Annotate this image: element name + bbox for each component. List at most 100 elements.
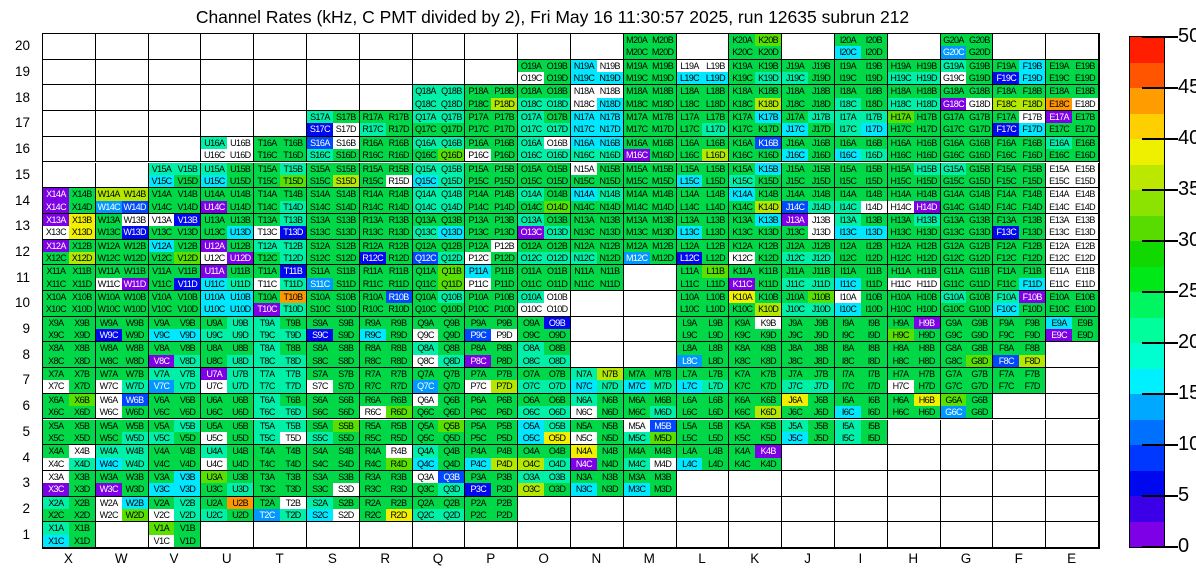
channel-F7C: F7C <box>993 380 1020 393</box>
channel-X14D: X14D <box>68 200 95 213</box>
channel-G14D: G14D <box>966 200 993 213</box>
channel-P12D: P12D <box>491 251 518 265</box>
channel-Q18D: Q18D <box>438 97 465 111</box>
channel-I13A: I13A <box>835 213 861 227</box>
block-S4: S4A S4B S4C S4D <box>307 445 360 471</box>
channel-S8B: S8B <box>332 342 359 355</box>
channel-R11A: R11A <box>359 265 386 278</box>
block-Q15: Q15A Q15B Q15C Q15D <box>412 162 466 189</box>
channel-Q12B: Q12B <box>438 239 465 252</box>
channel-X13D: X13D <box>68 226 95 239</box>
block-T8: T8A T8B T8C T8D <box>254 342 307 369</box>
channel-S9D: S9D <box>332 329 359 342</box>
channel-S4B: S4B <box>332 445 359 458</box>
block-O9: O9A O9B O9C O9D <box>518 316 571 343</box>
channel-E9A: E9A <box>1046 316 1073 330</box>
channel-P4D: P4D <box>491 457 518 470</box>
channel-S15D: S15D <box>332 174 359 188</box>
channel-U5A: U5A <box>201 419 228 432</box>
channel-L10D: L10D <box>702 303 729 316</box>
channel-X4C: X4C <box>43 457 69 470</box>
colorbar <box>1129 36 1178 548</box>
channel-J10D: J10D <box>808 303 834 316</box>
channel-K13B: K13B <box>755 213 782 227</box>
channel-R11C: R11C <box>359 277 386 290</box>
channel-T14B: T14B <box>280 188 306 201</box>
channel-T15D: T15D <box>280 174 306 188</box>
channel-V8A: V8A <box>148 342 175 355</box>
channel-J7A: J7A <box>782 368 809 381</box>
block-F3 <box>993 470 1047 497</box>
block-R18 <box>359 85 413 112</box>
channel-W3C: W3C <box>95 483 122 496</box>
channel-N5A: N5A <box>571 419 597 432</box>
channel-L10B: L10B <box>702 291 729 304</box>
block-V13: V13A V13B V13C V13D <box>148 213 202 240</box>
channel-F9D: F9D <box>1019 329 1046 342</box>
channel-L16C: L16C <box>676 149 703 162</box>
channel-H12A: H12A <box>887 239 914 252</box>
channel-L9B: L9B <box>702 316 729 330</box>
channel-L11B: L11B <box>702 265 729 278</box>
channel-Q2B: Q2B <box>438 496 465 509</box>
channel-J11A: J11A <box>782 265 809 278</box>
channel-S13D: S13D <box>332 226 359 239</box>
block-H17: H17A H17B H17C H17D <box>887 111 941 137</box>
channel-X11C: X11C <box>43 277 69 290</box>
colorbar-band-6 <box>1130 368 1164 394</box>
channel-N13C: N13C <box>571 226 597 239</box>
channel-R16A: R16A <box>359 136 386 150</box>
colorbar-tick-label-20: 20 <box>1178 331 1196 353</box>
channel-N18C: N18C <box>571 97 597 111</box>
channel-X6B: X6B <box>68 393 95 407</box>
channel-T16D: T16D <box>280 149 306 162</box>
channel-L9C: L9C <box>676 329 703 342</box>
colorbar-band-8 <box>1130 317 1164 343</box>
channel-I7A: I7A <box>835 368 861 381</box>
channel-O7D: O7D <box>544 380 570 393</box>
channel-W12C: W12C <box>95 251 122 265</box>
channel-P14B: P14B <box>491 188 518 201</box>
channel-L12A: L12A <box>676 239 703 252</box>
block-L16: L16A L16B L16C L16D <box>676 136 730 163</box>
channel-V13A: V13A <box>148 213 175 227</box>
channel-O3B: O3B <box>544 470 570 484</box>
channel-F19B: F19B <box>1019 59 1046 73</box>
channel-J10B: J10B <box>808 291 834 304</box>
block-G2 <box>940 496 994 523</box>
channel-W6C: W6C <box>95 406 122 419</box>
x-axis-label-X: X <box>63 550 73 566</box>
channel-G18C: G18C <box>940 97 967 111</box>
block-I12: I12A I12B I12C I12D <box>835 239 888 266</box>
x-axis-label-R: R <box>380 550 391 566</box>
block-M9 <box>623 316 677 343</box>
channel-T10C: T10C <box>254 303 281 316</box>
channel-J14B: J14B <box>808 188 834 201</box>
block-K4: K4A K4B K4C K4D <box>729 445 783 471</box>
channel-P14C: P14C <box>465 200 492 213</box>
x-axis-label-F: F <box>1014 550 1023 566</box>
channel-I10A: I10A <box>835 291 861 304</box>
channel-F10D: F10D <box>1019 303 1046 316</box>
channel-F17C: F17C <box>993 123 1020 136</box>
channel-L5A: L5A <box>676 419 703 432</box>
block-S5: S5A S5B S5C S5D <box>307 419 360 446</box>
channel-Q9D: Q9D <box>438 329 465 342</box>
channel-R4C: R4C <box>359 457 386 470</box>
channel-F16C: F16C <box>993 149 1020 162</box>
channel-P6C: P6C <box>465 406 492 419</box>
channel-W2A: W2A <box>95 496 122 509</box>
channel-L6C: L6C <box>676 406 703 419</box>
block-U4: U4A U4B U4C U4D <box>201 445 255 471</box>
channel-E10D: E10D <box>1072 303 1098 316</box>
block-P9: P9A P9B P9C P9D <box>465 316 519 343</box>
channel-X4B: X4B <box>68 445 95 458</box>
channel-N6D: N6D <box>596 406 623 419</box>
channel-F11A: F11A <box>993 265 1020 278</box>
channel-H19C: H19C <box>887 72 914 85</box>
block-S10: S10A S10B S10C S10D <box>307 291 360 317</box>
channel-W7C: W7C <box>95 380 122 393</box>
channel-V10C: V10C <box>148 303 175 316</box>
channel-G18B: G18B <box>966 85 993 98</box>
block-Q10: Q10A Q10B Q10C Q10D <box>412 291 466 317</box>
